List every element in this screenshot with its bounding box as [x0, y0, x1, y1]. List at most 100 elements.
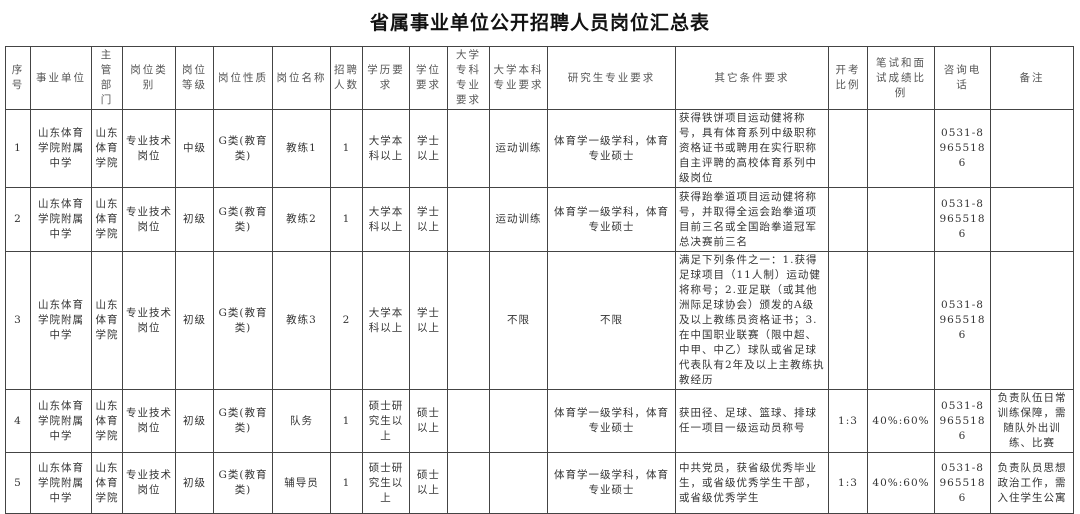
table-cell: 中级	[175, 109, 214, 188]
table-cell	[867, 251, 935, 390]
table-cell: 0531-89655186	[934, 389, 991, 453]
table-cell: 专业技术岗位	[122, 187, 176, 252]
table-cell: 负责队伍日常训练保障，需随队外出训练、比赛	[990, 389, 1074, 453]
table-cell: 硕士以上	[409, 389, 448, 453]
table-cell	[990, 109, 1074, 188]
table-cell: 大学本科以上	[362, 187, 410, 252]
table-cell: 获得铁饼项目运动健将称号，具有体育系列中级职称资格证书或聘用在实行职称自主评聘的…	[675, 109, 829, 188]
table-cell	[867, 109, 935, 188]
column-header: 学位要求	[409, 46, 448, 110]
table-cell: 教练1	[272, 109, 331, 188]
table-cell: 山东体育学院	[91, 389, 123, 453]
table-cell: 40%:60%	[867, 389, 935, 453]
table-cell: 辅导员	[272, 452, 331, 514]
table-row: 4 山东体育学院附属中学 山东体育学院 专业技术岗位 初级 G类(教育类) 队务 1 硕士研究生…	[5, 389, 1074, 453]
column-header: 学历要求	[362, 46, 410, 110]
table-cell	[489, 452, 548, 514]
table-cell	[447, 187, 490, 252]
table-cell: 教练3	[272, 251, 331, 390]
table-cell: 中共党员，获省级优秀毕业生，或省级优秀学生干部，或省级优秀学生	[675, 452, 829, 514]
table-cell: 1:3	[828, 452, 868, 514]
table-cell	[828, 187, 868, 252]
table-cell: 硕士研究生以上	[362, 389, 410, 453]
table-cell: 1	[330, 187, 363, 252]
table-cell: 运动训练	[489, 109, 548, 188]
table-cell: 大学本科以上	[362, 109, 410, 188]
table-cell: 体育学一级学科，体育专业硕士	[547, 452, 676, 514]
column-header: 咨询电话	[934, 46, 991, 110]
column-header: 主管部门	[91, 46, 123, 110]
table-cell: 0531-89655186	[934, 109, 991, 188]
table-row: 1 山东体育学院附属中学 山东体育学院 专业技术岗位 中级 G类(教育类) 教练1 1 大学本科…	[5, 109, 1074, 188]
column-header: 岗位性质	[213, 46, 273, 110]
table-cell	[990, 187, 1074, 252]
table-cell	[828, 251, 868, 390]
table-cell: 队务	[272, 389, 331, 453]
positions-table: 序号 事业单位 主管部门 岗位类别 岗位等级 岗位性质 岗位名称 招聘人数 学历要求 学位要求 大学…	[5, 46, 1074, 514]
table-cell: 5	[5, 452, 31, 514]
column-header: 事业单位	[30, 46, 92, 110]
table-cell: 0531-89655186	[934, 251, 991, 390]
column-header: 序号	[5, 46, 31, 110]
column-header: 笔试和面试成绩比例	[867, 46, 935, 110]
table-cell: G类(教育类)	[213, 187, 273, 252]
table-cell: 40%:60%	[867, 452, 935, 514]
table-row: 5 山东体育学院附属中学 山东体育学院 专业技术岗位 初级 G类(教育类) 辅导员 1 硕士研究…	[5, 452, 1074, 514]
table-cell: 山东体育学院	[91, 109, 123, 188]
column-header: 岗位等级	[175, 46, 214, 110]
table-cell: 不限	[489, 251, 548, 390]
table-cell: 2	[330, 251, 363, 390]
table-cell	[990, 251, 1074, 390]
table-cell	[447, 251, 490, 390]
table-cell: 山东体育学院	[91, 187, 123, 252]
table-cell: 初级	[175, 251, 214, 390]
table-cell: 4	[5, 389, 31, 453]
table-cell: 不限	[547, 251, 676, 390]
table-cell: 初级	[175, 389, 214, 453]
table-cell	[489, 389, 548, 453]
table-cell: 1	[330, 389, 363, 453]
column-header: 研究生专业要求	[547, 46, 676, 110]
table-cell: 山东体育学院	[91, 452, 123, 514]
column-header: 岗位名称	[272, 46, 331, 110]
table-cell: 山东体育学院附属中学	[30, 109, 92, 188]
table-cell: 1	[330, 109, 363, 188]
table-cell	[447, 389, 490, 453]
page-title: 省属事业单位公开招聘人员岗位汇总表	[369, 12, 710, 34]
table-cell: 专业技术岗位	[122, 251, 176, 390]
table-cell: 0531-89655186	[934, 187, 991, 252]
table-cell: 山东体育学院附属中学	[30, 452, 92, 514]
header-row: 序号 事业单位 主管部门 岗位类别 岗位等级 岗位性质 岗位名称 招聘人数 学历要求 学位要求 大学…	[5, 46, 1074, 110]
table-cell	[867, 187, 935, 252]
table-cell: 1	[5, 109, 31, 188]
table-cell: 专业技术岗位	[122, 389, 176, 453]
table-row: 3 山东体育学院附属中学 山东体育学院 专业技术岗位 初级 G类(教育类) 教练3 2 大学本科…	[5, 251, 1074, 390]
column-header: 备注	[990, 46, 1074, 110]
table-cell: 获得跆拳道项目运动健将称号，并取得全运会跆拳道项目前三名或全国跆拳道冠军总决赛前…	[675, 187, 829, 252]
table-cell: 教练2	[272, 187, 331, 252]
table-cell: G类(教育类)	[213, 389, 273, 453]
column-header: 大学专科专业要求	[447, 46, 490, 110]
table-cell: 学士以上	[409, 187, 448, 252]
table-cell: 0531-89655186	[934, 452, 991, 514]
table-cell	[447, 452, 490, 514]
table-cell: 获田径、足球、篮球、排球任一项目一级运动员称号	[675, 389, 829, 453]
table-cell: 学士以上	[409, 109, 448, 188]
column-header: 大学本科专业要求	[489, 46, 548, 110]
column-header: 其它条件要求	[675, 46, 829, 110]
table-cell: 硕士以上	[409, 452, 448, 514]
table-cell: 运动训练	[489, 187, 548, 252]
table-cell	[447, 109, 490, 188]
table-cell: 大学本科以上	[362, 251, 410, 390]
column-header: 岗位类别	[122, 46, 176, 110]
table-cell	[828, 109, 868, 188]
table-cell: 负责队员思想政治工作，需入住学生公寓	[990, 452, 1074, 514]
table-cell: 体育学一级学科，体育专业硕士	[547, 109, 676, 188]
table-cell: G类(教育类)	[213, 109, 273, 188]
table-cell: 山东体育学院附属中学	[30, 251, 92, 390]
table-cell: 体育学一级学科，体育专业硕士	[547, 389, 676, 453]
column-header: 开考比例	[828, 46, 868, 110]
table-cell: 1	[330, 452, 363, 514]
table-row: 2 山东体育学院附属中学 山东体育学院 专业技术岗位 初级 G类(教育类) 教练2 1 大学本科…	[5, 187, 1074, 252]
table-cell: 体育学一级学科，体育专业硕士	[547, 187, 676, 252]
